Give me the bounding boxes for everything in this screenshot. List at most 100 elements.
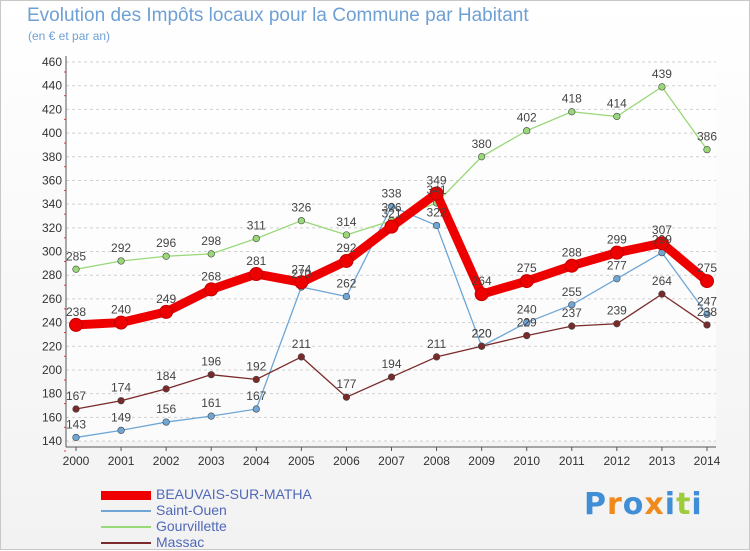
data-label: 177 (336, 377, 356, 391)
data-label: 240 (517, 303, 537, 317)
data-label: 386 (697, 130, 717, 144)
data-label: 264 (652, 274, 672, 288)
series-point (207, 250, 215, 258)
data-label: 326 (381, 201, 401, 215)
data-label: 156 (156, 402, 176, 416)
x-tick-label: 2001 (108, 454, 135, 468)
x-tick-label: 2011 (559, 454, 585, 468)
data-label: 314 (336, 215, 356, 229)
series-point (252, 375, 260, 384)
data-label: 247 (697, 294, 717, 308)
data-label: 240 (111, 303, 131, 317)
series-point (613, 320, 621, 328)
data-label: 249 (156, 292, 176, 306)
series-point (342, 292, 351, 301)
series-point (69, 317, 83, 332)
data-label: 275 (517, 261, 537, 275)
series-point (297, 353, 305, 361)
data-label: 439 (652, 67, 672, 81)
data-label: 161 (201, 396, 221, 410)
series-point (432, 221, 441, 230)
data-label: 341 (427, 183, 447, 197)
series-point (568, 322, 576, 330)
x-tick-label: 2005 (288, 454, 315, 468)
data-label: 194 (381, 357, 401, 371)
y-tick-label: 320 (42, 221, 62, 235)
series-point (700, 274, 714, 289)
series-point (252, 405, 260, 413)
data-label: 220 (472, 326, 492, 340)
data-label: 268 (201, 269, 221, 283)
y-tick-label: 160 (42, 410, 62, 424)
series-point (384, 219, 399, 234)
data-label: 174 (111, 381, 131, 395)
data-label: 380 (472, 137, 492, 151)
legend-swatch (101, 542, 151, 544)
y-tick-label: 260 (42, 292, 62, 306)
series-point (654, 236, 669, 251)
series-point (117, 257, 125, 265)
series-point (252, 234, 260, 243)
series-point (658, 83, 666, 91)
series-point (568, 301, 576, 309)
legend-swatch (101, 510, 151, 512)
series-point (609, 245, 624, 260)
data-label: 192 (246, 359, 266, 373)
x-tick-label: 2013 (649, 454, 676, 468)
data-label: 299 (652, 233, 672, 247)
y-tick-label: 220 (42, 339, 62, 353)
data-label: 285 (66, 249, 86, 263)
data-label: 149 (111, 410, 131, 424)
x-tick-label: 2009 (468, 454, 495, 468)
y-tick-label: 360 (42, 173, 62, 187)
series-point (249, 267, 264, 282)
data-label: 414 (607, 96, 627, 110)
data-label: 299 (607, 233, 627, 247)
data-label: 281 (246, 254, 266, 268)
series-point (294, 275, 309, 290)
data-label: 338 (381, 186, 401, 200)
series-point (703, 146, 711, 154)
data-label: 402 (517, 111, 537, 125)
data-label: 322 (427, 205, 447, 219)
data-label: 296 (156, 236, 176, 250)
x-tick-label: 2006 (333, 454, 360, 468)
series-point (703, 310, 711, 318)
legend-label: Massac (156, 534, 205, 550)
data-label: 307 (652, 223, 672, 237)
legend-label: Gourvillette (156, 518, 227, 534)
data-label: 298 (201, 234, 221, 248)
series-point (474, 287, 489, 302)
series-point (162, 385, 170, 393)
data-label: 211 (427, 337, 446, 351)
data-label: 167 (246, 389, 266, 403)
brand-letter: x (644, 487, 665, 522)
y-tick-label: 340 (42, 197, 62, 211)
y-tick-label: 400 (42, 126, 62, 140)
data-label: 229 (517, 316, 537, 330)
data-label: 292 (336, 241, 356, 255)
brand-letter: r (607, 487, 623, 522)
series-point (207, 412, 215, 420)
series-point (613, 112, 621, 121)
series-point (564, 258, 579, 273)
y-tick-label: 300 (42, 245, 62, 259)
series-point (342, 393, 351, 401)
x-tick-label: 2007 (378, 454, 405, 468)
y-tick-label: 180 (42, 387, 62, 401)
series-point (117, 426, 125, 434)
x-tick-label: 2002 (153, 454, 180, 468)
data-label: 292 (111, 241, 131, 255)
series-point (114, 315, 129, 330)
data-label: 238 (697, 305, 717, 319)
y-tick-label: 460 (42, 55, 62, 69)
series-point (523, 318, 531, 327)
y-tick-label: 440 (42, 79, 62, 93)
data-label: 326 (291, 201, 311, 215)
series-point (207, 371, 215, 379)
y-tick-label: 200 (42, 363, 62, 377)
data-label: 349 (427, 173, 447, 187)
series-point (703, 321, 711, 329)
data-label: 275 (697, 261, 717, 275)
